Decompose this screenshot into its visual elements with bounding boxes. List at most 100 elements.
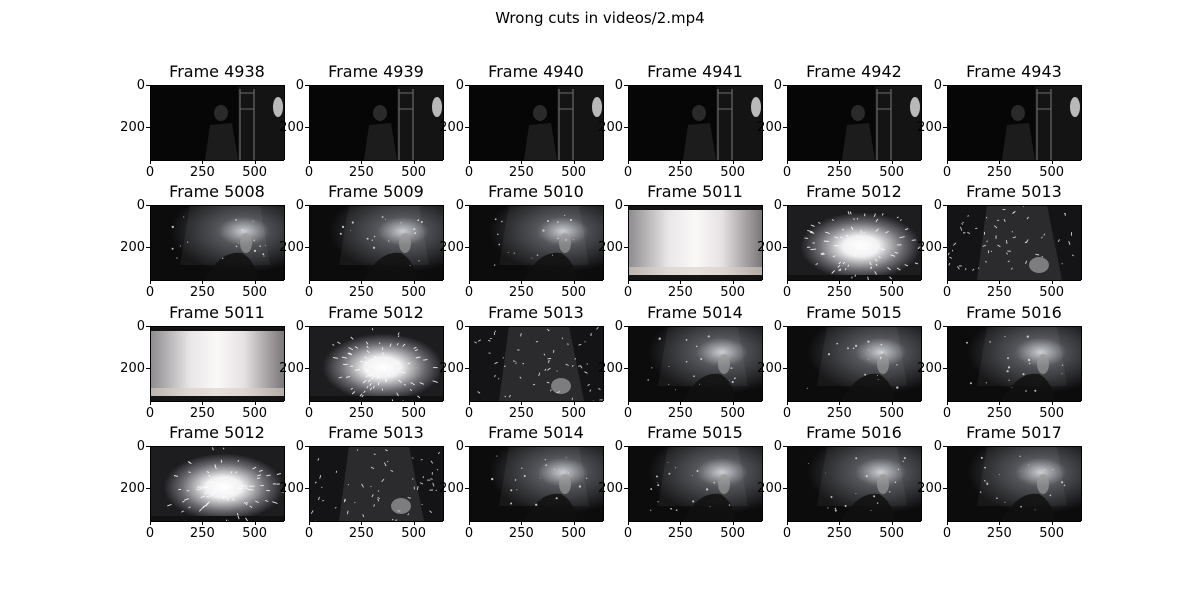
axis-spine-left: [947, 326, 948, 401]
axis-spine-left: [628, 446, 629, 521]
x-tick: [413, 160, 415, 164]
axis-spine-bottom: [469, 160, 603, 161]
y-tick-label: 0: [455, 439, 464, 454]
frame-title: Frame 4942: [806, 62, 902, 81]
y-tick: [624, 326, 628, 327]
y-tick-label: 200: [120, 360, 145, 376]
x-tick: [732, 160, 734, 164]
x-tick: [469, 280, 470, 284]
axis-spine-right: [762, 326, 763, 401]
y-tick-label: 200: [757, 480, 782, 496]
frame-image: [309, 85, 443, 160]
y-tick: [783, 446, 787, 447]
x-tick-label: 500: [401, 165, 427, 180]
x-tick-label: 250: [986, 165, 1012, 180]
y-tick: [783, 205, 787, 206]
frame-title: Frame 5013: [328, 423, 424, 442]
x-tick-label: 500: [561, 406, 587, 421]
frame-image: [947, 326, 1081, 401]
frame-image: [628, 205, 762, 280]
x-tick-label: 0: [623, 526, 633, 541]
frame-panel: Frame 5012 0 250 500 0 200: [279, 304, 444, 421]
x-tick-label: 250: [826, 526, 852, 541]
y-tick: [146, 446, 150, 447]
y-tick: [783, 367, 787, 369]
axis-spine-right: [762, 205, 763, 280]
axis-spine-top: [469, 326, 603, 327]
frame-panel: Frame 5011 0 250 500 0 200: [120, 304, 285, 421]
frame-image: [628, 446, 762, 521]
frame-title: Frame 5013: [966, 182, 1062, 201]
frame-title: Frame 5015: [806, 303, 902, 322]
y-tick-label: 200: [757, 360, 782, 376]
axis-spine-top: [150, 326, 284, 327]
frame-image: [309, 326, 443, 401]
y-tick: [465, 246, 469, 248]
axis-spine-top: [309, 326, 443, 327]
y-tick-label: 200: [279, 480, 304, 496]
y-tick-label: 0: [295, 198, 304, 213]
y-tick: [465, 205, 469, 206]
x-tick-label: 250: [826, 406, 852, 421]
axis-spine-top: [469, 85, 603, 86]
x-tick-label: 0: [304, 526, 314, 541]
x-tick: [839, 160, 841, 164]
y-tick-label: 0: [455, 319, 464, 334]
x-tick-label: 250: [348, 406, 374, 421]
frame-panel: Frame 5016 0 250 500 0 200: [917, 304, 1082, 421]
x-tick-label: 0: [782, 165, 792, 180]
axis-spine-top: [150, 85, 284, 86]
axis-spine-right: [603, 326, 604, 401]
frame-panel: Frame 4939 0 250 500 0 200: [279, 63, 444, 180]
x-tick: [787, 521, 788, 525]
y-tick-label: 0: [933, 78, 942, 93]
axis-spine-bottom: [150, 280, 284, 281]
y-tick: [146, 205, 150, 206]
y-tick-label: 200: [279, 360, 304, 376]
y-tick: [465, 367, 469, 369]
frame-title: Frame 5011: [647, 182, 743, 201]
x-tick: [628, 280, 629, 284]
frame-image: [309, 205, 443, 280]
y-tick: [465, 126, 469, 128]
y-tick: [146, 367, 150, 369]
axis-spine-top: [787, 85, 921, 86]
y-tick: [624, 126, 628, 128]
axis-spine-left: [787, 85, 788, 160]
axis-spine-bottom: [947, 160, 1081, 161]
x-tick: [309, 401, 310, 405]
x-tick-label: 0: [464, 165, 474, 180]
x-tick: [1051, 160, 1053, 164]
x-tick: [309, 160, 310, 164]
frame-title: Frame 5016: [966, 303, 1062, 322]
axis-spine-top: [787, 326, 921, 327]
x-tick-label: 250: [348, 526, 374, 541]
x-tick: [309, 280, 310, 284]
y-tick: [305, 367, 309, 369]
x-tick-label: 500: [401, 406, 427, 421]
frame-panel: Frame 5009 0 250 500 0 200: [279, 183, 444, 300]
y-tick: [943, 126, 947, 128]
y-tick: [465, 326, 469, 327]
y-tick-label: 200: [598, 480, 623, 496]
x-tick-label: 0: [782, 526, 792, 541]
frame-image: [787, 205, 921, 280]
frame-panel: Frame 4938 0 250 500 0 200: [120, 63, 285, 180]
frame-image: [150, 85, 284, 160]
x-tick: [202, 521, 204, 525]
x-tick-label: 500: [1039, 285, 1065, 300]
x-tick-label: 250: [986, 285, 1012, 300]
y-tick-label: 0: [933, 198, 942, 213]
x-tick: [787, 160, 788, 164]
x-tick: [891, 280, 893, 284]
axis-spine-left: [150, 326, 151, 401]
x-tick: [628, 521, 629, 525]
x-tick: [732, 521, 734, 525]
x-tick-label: 0: [304, 285, 314, 300]
frame-title: Frame 4941: [647, 62, 743, 81]
axis-spine-right: [1081, 326, 1082, 401]
x-tick-label: 500: [561, 285, 587, 300]
x-tick-label: 250: [189, 526, 215, 541]
x-tick-label: 250: [508, 165, 534, 180]
x-tick-label: 500: [561, 165, 587, 180]
